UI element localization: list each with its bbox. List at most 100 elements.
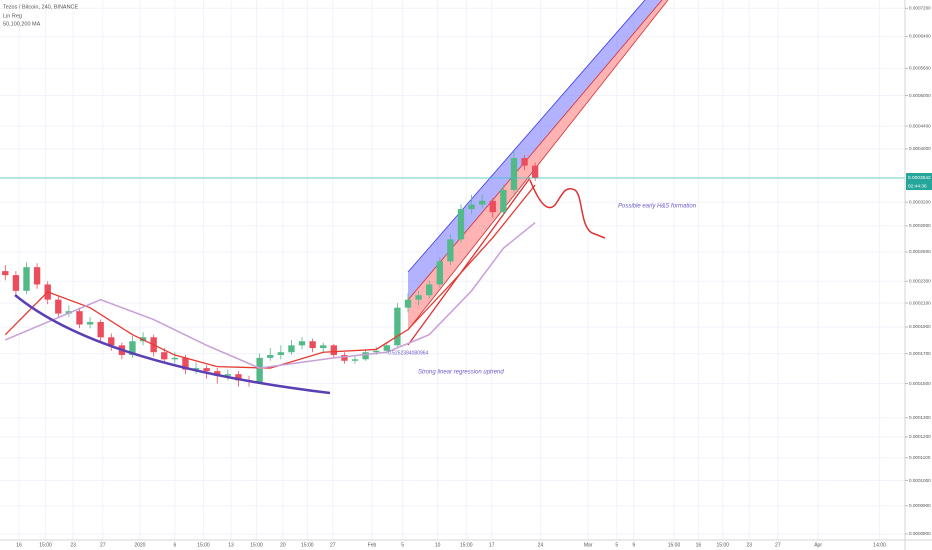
candle-body xyxy=(235,374,242,381)
axes: 0.0007200 0.0006400 0.0005600 0.0005000 0.00… xyxy=(16,6,932,548)
candle-body xyxy=(277,352,285,356)
y-tick-label: 0.0001200 xyxy=(909,434,931,439)
channel-line xyxy=(407,0,646,273)
candle-body xyxy=(489,200,496,213)
candle-body xyxy=(76,311,83,325)
countdown-box xyxy=(906,182,932,191)
candle-body xyxy=(192,368,200,370)
annotation: Strong linear regression uptrend xyxy=(418,370,504,376)
x-tick-label: 14:00 xyxy=(873,542,886,548)
candle-body xyxy=(182,357,189,370)
candle-body xyxy=(373,350,380,353)
moving-average xyxy=(4,184,536,369)
x-tick-label: 5 xyxy=(401,542,404,548)
x-tick-label: 15:00 xyxy=(668,542,681,548)
candle-body xyxy=(267,355,274,358)
candle-body xyxy=(2,271,9,276)
price-box xyxy=(906,173,932,183)
arc-drawing xyxy=(14,294,331,395)
x-tick-label: 9 xyxy=(632,542,635,548)
x-tick-label: Feb xyxy=(368,542,377,548)
y-tick-label: 0.0001700 xyxy=(909,351,931,356)
y-tick-label: 0.0002100 xyxy=(909,300,931,305)
candle-body xyxy=(531,165,539,179)
candle-body xyxy=(256,357,263,382)
x-tick-label: 6 xyxy=(173,542,176,548)
candle-body xyxy=(383,345,390,351)
x-tick-label: 23 xyxy=(70,542,76,548)
candle-body xyxy=(288,345,295,353)
price-label: 0.0003542 xyxy=(908,175,931,181)
candle-body xyxy=(97,322,104,338)
candle-body xyxy=(224,374,232,376)
x-tick-label: 20 xyxy=(280,542,286,548)
x-tick-label: 15:00 xyxy=(301,542,314,548)
channel-line xyxy=(407,0,669,331)
chart-title: Tezos / Bitcoin, 240, BINANCE xyxy=(3,4,79,10)
y-tick-label: 0.0000800 xyxy=(909,531,931,536)
candle-body xyxy=(510,158,518,190)
candle-body xyxy=(12,275,20,291)
candle-body xyxy=(309,341,316,349)
x-tick-label: 5 xyxy=(615,542,618,548)
x-tick-label: 27 xyxy=(100,542,106,548)
x-tick-label: 24 xyxy=(538,542,544,548)
countdown-label: 02:44:36 xyxy=(908,183,927,189)
candle-body xyxy=(500,189,507,213)
candle-body xyxy=(108,337,115,346)
candle-body xyxy=(129,341,136,356)
candle-body xyxy=(457,209,465,240)
candle-body xyxy=(23,267,30,291)
y-tick-label: 0.0001900 xyxy=(909,324,931,329)
y-tick-label: 0.0002900 xyxy=(909,223,931,228)
x-tick-label: 16 xyxy=(16,542,22,548)
moving-average xyxy=(5,221,536,369)
candle-body xyxy=(171,357,179,360)
x-tick-label: 15:00 xyxy=(39,542,52,548)
candle-body xyxy=(362,352,369,360)
candle-body xyxy=(394,307,401,346)
candle-body xyxy=(447,239,454,262)
hs-drawing xyxy=(529,179,606,239)
annotation: Possible early H&S formation xyxy=(618,204,697,210)
y-tick-label: 0.0001500 xyxy=(909,381,931,386)
y-tick-label: 0.0002600 xyxy=(909,249,931,254)
y-tick-label: 0.0004000 xyxy=(909,146,931,151)
x-tick-label: 15:00 xyxy=(197,542,210,548)
y-tick-label: 0.0005000 xyxy=(909,93,931,98)
y-tick-label: 0.0004400 xyxy=(909,123,931,128)
candle-body xyxy=(33,267,41,285)
candle-body xyxy=(86,322,94,325)
y-tick-label: 0.0007200 xyxy=(909,6,931,11)
candle-body xyxy=(161,352,168,360)
y-tick-label: 0.0003200 xyxy=(909,200,931,205)
plot xyxy=(0,151,905,387)
candle-body xyxy=(320,345,327,349)
x-tick-label: Mar xyxy=(584,542,593,548)
x-tick-label: 15:00 xyxy=(460,542,473,548)
candle-body xyxy=(521,158,528,166)
y-tick-label: 0.0002300 xyxy=(909,279,931,284)
candle-body xyxy=(478,200,486,205)
candle-body xyxy=(404,299,412,308)
x-tick-label: 16 xyxy=(696,542,702,548)
x-tick-label: 23 xyxy=(746,542,752,548)
x-tick-label: 10 xyxy=(435,542,441,548)
y-tick-label: 0.0001000 xyxy=(909,478,931,483)
candle-body xyxy=(351,359,359,361)
candle-body xyxy=(214,371,221,376)
x-tick-label: 13 xyxy=(228,542,234,548)
x-tick-label: 17 xyxy=(489,542,495,548)
candle-body xyxy=(330,345,337,356)
y-tick-label: 0.0001300 xyxy=(909,415,931,420)
candle-body xyxy=(55,299,62,314)
candle-body xyxy=(203,368,210,372)
x-tick-label: Apr xyxy=(814,542,822,548)
x-tick-label: 2020 xyxy=(134,542,145,548)
candle-body xyxy=(415,295,422,300)
indicator-label: Lin Reg xyxy=(3,13,22,19)
indicator-label: 50,100,200 MA xyxy=(3,21,41,27)
x-tick-label: 15:00 xyxy=(250,542,263,548)
candle-body xyxy=(436,261,443,285)
